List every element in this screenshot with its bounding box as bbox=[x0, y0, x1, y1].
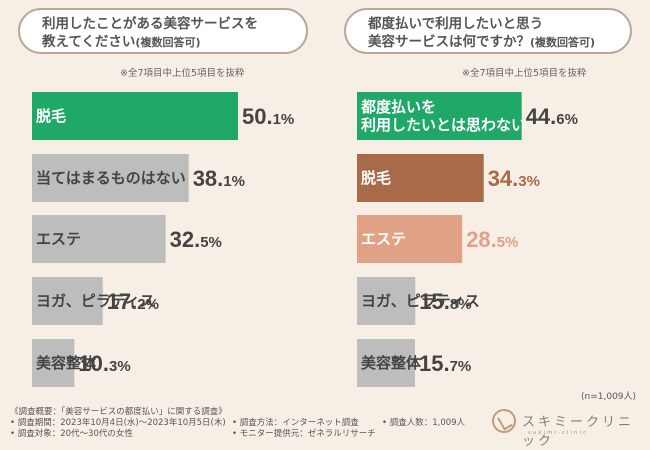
left-bar-3 bbox=[32, 215, 166, 263]
footer-method: • 調査方法：インターネット調査 bbox=[232, 418, 359, 428]
right-bar-1 bbox=[357, 92, 522, 140]
right-bar-label-2: 脱毛 bbox=[361, 169, 391, 187]
left-question-line2: 教えてください bbox=[42, 34, 136, 50]
clinic-logo-icon bbox=[492, 409, 516, 433]
right-bar-label-1: 都度払いを利用したいとは思わない bbox=[360, 98, 526, 134]
right-question-tag: (複数回答可) bbox=[530, 36, 596, 49]
right-bar-3 bbox=[357, 215, 463, 263]
left-bar-value-3: 32.5% bbox=[170, 227, 222, 252]
left-bar-1 bbox=[32, 92, 238, 140]
logo-name: スキミークリニック bbox=[522, 415, 635, 449]
left-question-line1: 利用したことがある美容サービスを bbox=[42, 16, 258, 32]
left-bar-4 bbox=[32, 277, 103, 325]
left-bar-2 bbox=[32, 154, 189, 202]
left-bar-label-4: ヨガ、ピラティス bbox=[36, 292, 155, 310]
left-bar-label-5: 美容整体 bbox=[36, 354, 97, 372]
right-bar-2 bbox=[357, 154, 484, 202]
left-bar-value-1: 50.1% bbox=[242, 104, 294, 129]
right-note: ※全7項目中上位5項目を抜粋 bbox=[462, 68, 587, 79]
footer-summary: 《調査概要：「美容サービスの都度払い」に関する調査》 bbox=[10, 407, 227, 417]
right-bar-value-1: 44.6% bbox=[526, 104, 578, 129]
left-bar-value-4: 17.2% bbox=[107, 289, 159, 314]
footer-count: • 調査人数：1,009人 bbox=[382, 418, 466, 428]
right-bar-value-4: 15.8% bbox=[419, 289, 471, 314]
right-question-line1: 都度払いで利用したいと思う bbox=[368, 16, 544, 32]
left-bar-value-2: 38.1% bbox=[193, 166, 245, 191]
right-bar-label-5: 美容整体 bbox=[361, 354, 422, 372]
right-bar-5 bbox=[357, 339, 415, 387]
right-bar-label-3: エステ bbox=[361, 230, 406, 248]
sample-size: (n=1,009人) bbox=[581, 392, 637, 402]
right-question-box: 都度払いで利用したいと思う 美容サービスは何ですか？(複数回答可) bbox=[344, 8, 632, 54]
right-bar-value-3: 28.5% bbox=[466, 227, 518, 252]
right-bar-label-4: ヨガ、ピラティス bbox=[361, 292, 480, 310]
left-bar-label-2: 当てはまるものはない bbox=[36, 169, 186, 187]
left-question-tag: (複数回答可) bbox=[135, 36, 201, 49]
footer-target: • 調査対象：20代～30代の女性 bbox=[10, 429, 133, 439]
left-question-box: 利用したことがある美容サービスを 教えてください(複数回答可) bbox=[18, 8, 308, 54]
right-bar-4 bbox=[357, 277, 416, 325]
left-note: ※全7項目中上位5項目を抜粋 bbox=[120, 68, 245, 79]
survey-footer: 《調査概要：「美容サービスの都度払い」に関する調査》 • 調査期間：2023年1… bbox=[10, 407, 480, 440]
left-bar-5 bbox=[32, 339, 75, 387]
right-bar-value-5: 15.7% bbox=[419, 351, 471, 376]
logo-sub: sukimi-clinic bbox=[528, 430, 589, 436]
right-bar-value-2: 34.3% bbox=[488, 166, 540, 191]
footer-provider: • モニター提供元：ゼネラルリサーチ bbox=[232, 429, 376, 439]
right-question-line2: 美容サービスは何ですか？ bbox=[368, 34, 530, 50]
footer-period: • 調査期間：2023年10月4日(水)～2023年10月5日(木) bbox=[10, 418, 226, 428]
left-bar-label-3: エステ bbox=[36, 230, 81, 248]
clinic-logo: スキミークリニック sukimi-clinic bbox=[492, 407, 642, 449]
left-bar-label-1: 脱毛 bbox=[36, 107, 66, 125]
left-bar-value-5: 10.3% bbox=[78, 351, 130, 376]
